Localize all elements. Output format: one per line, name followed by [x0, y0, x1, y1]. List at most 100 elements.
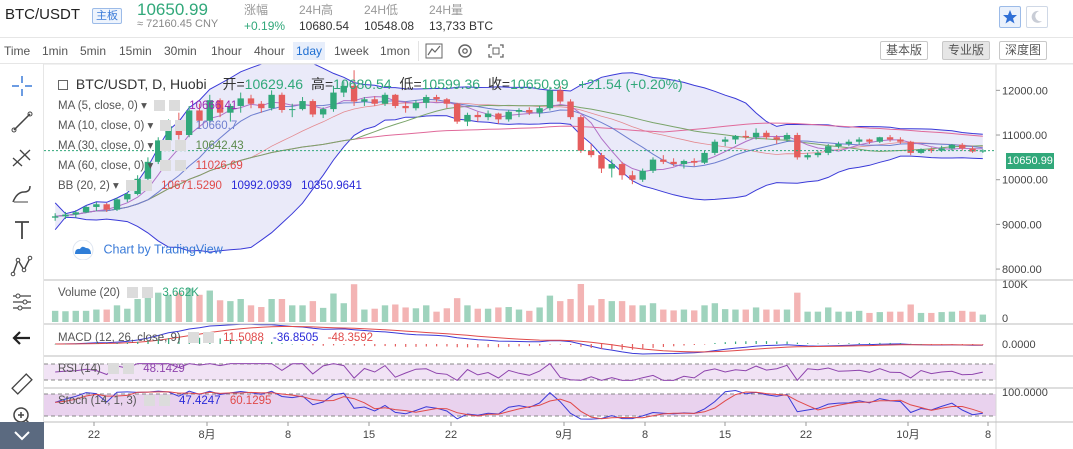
- interval-1week[interactable]: 1week: [334, 44, 369, 58]
- moon-icon: [1031, 10, 1042, 23]
- close-icon[interactable]: [175, 160, 187, 172]
- volume-bar: [598, 299, 605, 322]
- stat-value: +0.19%: [244, 19, 286, 33]
- interval-1min[interactable]: 1min: [42, 44, 69, 58]
- candle-body: [309, 101, 317, 115]
- indicator-stoch[interactable]: Stoch (14, 1, 3) 47.4247 60.1295: [58, 395, 271, 407]
- indicator-ma30[interactable]: MA (30, close, 0) ▾ 10642.43: [58, 140, 244, 152]
- indicator-ma10[interactable]: MA (10, close, 0) ▾ 10660.7: [58, 120, 238, 132]
- eye-icon[interactable]: [187, 332, 199, 344]
- volume-value: 3.662K: [162, 287, 199, 299]
- eye-icon[interactable]: [154, 100, 166, 112]
- theme-button[interactable]: [1026, 6, 1048, 28]
- eye-icon[interactable]: [160, 160, 172, 172]
- stat-high: 24H高 10680.54: [299, 2, 349, 35]
- close-icon[interactable]: [175, 120, 187, 132]
- time-tick-label: 8: [285, 429, 291, 441]
- close-icon[interactable]: [140, 180, 152, 192]
- close-icon[interactable]: [123, 363, 135, 375]
- interval-4hour[interactable]: 4hour: [254, 44, 285, 58]
- volume-bar: [845, 311, 853, 322]
- macd-histogram-bar: [848, 343, 850, 344]
- macd-histogram-bar: [95, 343, 98, 344]
- time-tick-label: 15: [719, 429, 731, 441]
- close-icon[interactable]: [169, 100, 181, 112]
- mode-depth[interactable]: 深度图: [999, 41, 1048, 60]
- candle-body: [969, 148, 976, 152]
- macd-histogram-bar: [693, 344, 695, 345]
- eye-icon[interactable]: [127, 287, 139, 299]
- fullscreen-icon[interactable]: [486, 42, 506, 60]
- indicator-name: MA (5, close, 0): [58, 100, 138, 112]
- interval-1hour[interactable]: 1hour: [211, 44, 242, 58]
- eye-icon[interactable]: [125, 180, 137, 192]
- chart-toolbar: Time 1min 5min 15min 30min 1hour 4hour 1…: [0, 38, 1073, 64]
- indicator-name: Stoch (14, 1, 3): [58, 395, 137, 407]
- indicator-ma60[interactable]: MA (60, close, 0) ▾ 11026.69: [58, 160, 243, 172]
- candle-body: [453, 103, 461, 122]
- indicator-rsi[interactable]: RSI (14) 48.1429: [58, 363, 185, 375]
- ruler-icon[interactable]: [8, 370, 36, 398]
- candle-body: [82, 206, 90, 213]
- candle-body: [742, 135, 749, 138]
- interval-5min[interactable]: 5min: [80, 44, 107, 58]
- macd-histogram-bar: [662, 344, 665, 347]
- eye-icon[interactable]: [108, 363, 120, 375]
- macd-histogram-bar: [559, 344, 561, 345]
- candle-body: [639, 170, 646, 180]
- candle-body: [484, 113, 492, 118]
- close-icon[interactable]: [158, 395, 170, 407]
- symbol-name[interactable]: BTC/USDT: [5, 6, 80, 23]
- chart-type-icon[interactable]: [424, 42, 444, 60]
- eye-icon[interactable]: [160, 140, 172, 152]
- expand-tools-button[interactable]: [0, 422, 44, 449]
- close-icon[interactable]: [202, 332, 214, 344]
- indicator-value: 10666.41: [189, 100, 238, 112]
- interval-1mon[interactable]: 1mon: [380, 44, 411, 58]
- interval-30min[interactable]: 30min: [164, 44, 197, 58]
- pattern-icon[interactable]: [8, 252, 36, 280]
- macd-histogram-bar: [374, 344, 376, 347]
- indicator-volume[interactable]: Volume (20) 3.662K: [58, 287, 199, 299]
- forecast-icon[interactable]: [8, 288, 36, 316]
- settings-icon[interactable]: [455, 42, 475, 60]
- interval-1day[interactable]: 1day: [293, 42, 326, 60]
- candle-body: [350, 85, 358, 102]
- brush-icon[interactable]: [8, 180, 36, 208]
- favorite-button[interactable]: [999, 6, 1021, 28]
- chart-area[interactable]: 12000.00 11000.00 10000.00 9000.00 8000.00 10…: [44, 58, 1073, 449]
- indicator-name: RSI (14): [58, 363, 101, 375]
- fib-icon[interactable]: [8, 144, 36, 172]
- trend-line-icon[interactable]: [8, 108, 36, 136]
- candle-body: [732, 135, 739, 140]
- back-arrow-icon[interactable]: [8, 324, 36, 352]
- candle-body: [546, 90, 554, 109]
- tradingview-watermark[interactable]: Chart by TradingView: [66, 239, 223, 261]
- mode-basic[interactable]: 基本版: [880, 41, 929, 60]
- eye-icon[interactable]: [143, 395, 155, 407]
- indicator-name: MA (30, close, 0): [58, 140, 145, 152]
- candle-body: [402, 105, 409, 109]
- macd-histogram-bar: [291, 343, 293, 345]
- text-icon[interactable]: [8, 216, 36, 244]
- price-tick-label: 9000.00: [1002, 219, 1042, 231]
- indicator-bb[interactable]: BB (20, 2) ▾ 10671.5290 10992.0939 10350…: [58, 180, 362, 192]
- indicator-macd[interactable]: MACD (12, 26, close, 9) 11.5088 -36.8505…: [58, 332, 373, 344]
- chart-title: BTC/USDT, D, Huobi: [75, 76, 207, 92]
- volume-bar: [917, 312, 925, 322]
- volume-bar: [876, 312, 883, 322]
- price-chart-svg[interactable]: 12000.00 11000.00 10000.00 9000.00 8000.00 10…: [44, 58, 1073, 449]
- candle-body: [340, 85, 347, 93]
- crosshair-icon[interactable]: [8, 72, 36, 100]
- interval-15min[interactable]: 15min: [119, 44, 152, 58]
- eye-icon[interactable]: [160, 120, 172, 132]
- indicator-ma5[interactable]: MA (5, close, 0) ▾ 10666.41: [58, 100, 238, 112]
- close-icon[interactable]: [142, 287, 154, 299]
- star-icon: [1003, 10, 1017, 24]
- mode-pro[interactable]: 专业版: [942, 41, 991, 60]
- candle-body: [278, 94, 286, 110]
- time-label[interactable]: Time: [4, 44, 31, 58]
- macd-histogram-bar: [54, 344, 56, 345]
- close-icon[interactable]: [175, 140, 187, 152]
- collapse-icon[interactable]: [58, 80, 68, 90]
